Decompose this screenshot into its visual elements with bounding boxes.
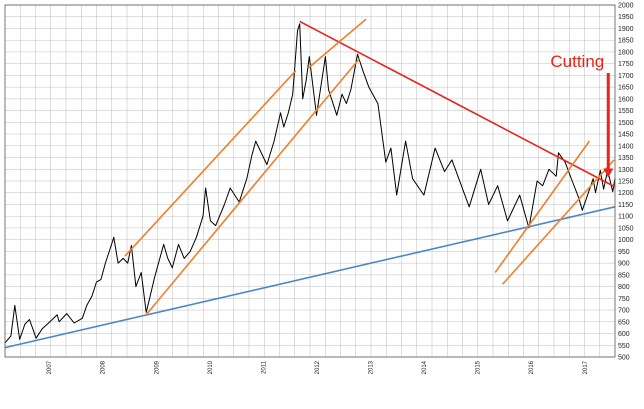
y-axis: 500 550 600 650 700 750 800 850 900 950 1000 1050 11… [618,3,634,362]
annotation-arrowhead [603,168,614,178]
y-tick-label: 1950 [618,14,634,21]
y-tick-label: 1700 [618,73,634,80]
y-tick-label: 1750 [618,61,634,68]
x-tick-label: 2014 [422,360,428,374]
trendline [124,70,297,257]
gridlines [5,4,615,358]
y-tick-label: 1800 [618,49,634,56]
y-tick-label: 1150 [618,202,633,209]
x-tick-label: 2009 [154,360,160,374]
y-tick-label: 1250 [618,179,634,186]
y-tick-label: 900 [618,261,630,268]
y-tick-label: 650 [618,319,630,326]
y-tick-label: 1300 [618,167,634,174]
price-line [4,23,616,344]
trendline [494,140,590,273]
x-tick-label: 2015 [476,360,482,374]
x-tick-label: 2011 [261,360,267,374]
trendline [501,159,615,285]
y-tick-label: 1650 [618,85,634,92]
x-axis: 2007 2008 2009 2010 2011 2012 2013 2014 2015 2016… [47,360,589,374]
x-tick-label: 2016 [529,360,535,374]
y-tick-label: 700 [618,308,630,315]
y-tick-label: 550 [618,343,630,350]
y-tick-label: 800 [618,284,630,291]
x-tick-label: 2010 [208,360,214,374]
y-tick-label: 1550 [618,108,634,115]
y-tick-label: 950 [618,249,630,256]
y-tick-label: 850 [618,272,630,279]
y-tick-label: 1600 [618,96,634,103]
y-tick-label: 1900 [618,26,634,33]
y-tick-label: 500 [618,355,630,362]
y-tick-label: 1850 [618,38,634,45]
cutting-annotation: Cutting [550,52,604,71]
y-tick-label: 600 [618,331,630,338]
x-tick-label: 2007 [47,360,53,374]
y-tick-label: 1100 [618,214,633,221]
trendline [145,58,360,316]
x-tick-label: 2012 [315,360,321,374]
y-tick-label: 1400 [618,143,634,150]
price-series [4,23,616,344]
x-tick-label: 2013 [369,360,375,374]
y-tick-label: 1350 [618,155,634,162]
y-tick-label: 2000 [618,3,634,10]
plot-frame [4,4,616,358]
trendlines [4,18,616,349]
trendline [4,206,616,349]
annotations: Cutting [550,52,614,178]
y-tick-label: 1200 [618,190,634,197]
y-tick-label: 750 [618,296,630,303]
y-tick-label: 1050 [618,225,634,232]
x-tick-label: 2017 [583,360,589,374]
y-tick-label: 1500 [618,120,634,127]
y-tick-label: 1450 [618,132,634,139]
trendline [307,18,367,69]
trendline [299,20,616,188]
y-tick-label: 1000 [618,237,634,244]
x-tick-label: 2008 [101,360,107,374]
